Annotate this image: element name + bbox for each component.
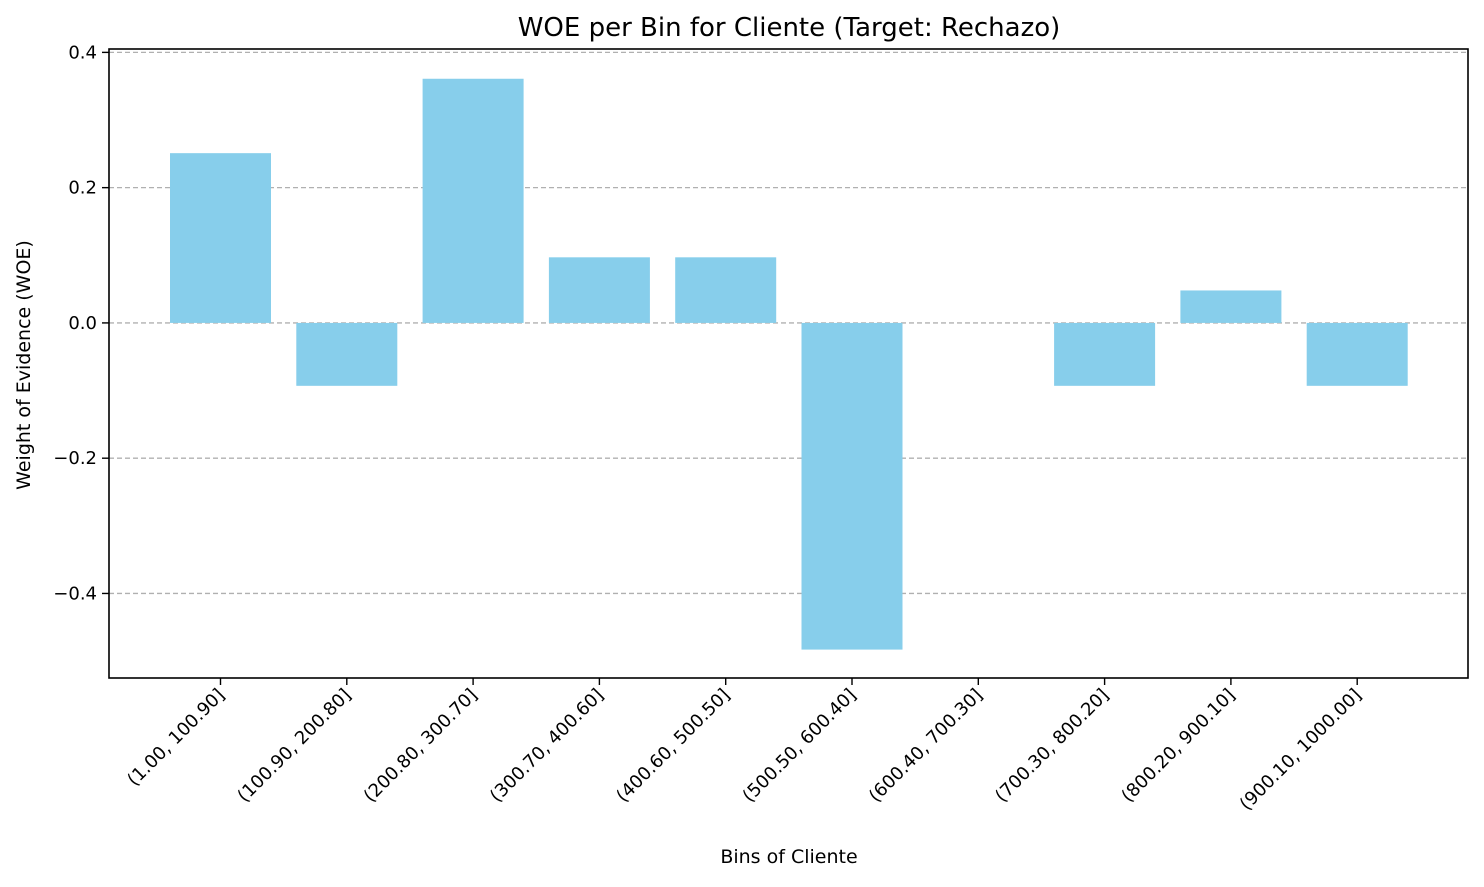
x-tick-label: (600.40, 700.30] <box>865 685 987 807</box>
bar <box>170 153 271 323</box>
bar <box>801 322 903 650</box>
bar <box>1054 322 1156 386</box>
bar <box>296 322 398 386</box>
x-tick-label: (200.80, 300.70] <box>360 685 482 807</box>
x-tick-label: (500.50, 600.40] <box>739 685 861 807</box>
x-tick-label: (900.10, 1000.00] <box>1236 685 1366 815</box>
bar <box>1306 322 1408 386</box>
bar <box>675 257 777 323</box>
bar <box>422 78 524 323</box>
x-tick-label: (100.90, 200.80] <box>233 685 355 807</box>
y-tick-label: 0.2 <box>68 178 97 199</box>
x-tick-label: (700.30, 800.20] <box>991 685 1113 807</box>
y-tick-label: 0.0 <box>68 313 97 334</box>
x-tick-label: (300.70, 400.60] <box>486 685 608 807</box>
x-tick-label: (1.00, 100.90] <box>123 685 229 791</box>
y-tick-label: 0.4 <box>68 42 97 63</box>
bars-layer <box>170 78 1408 650</box>
x-tick-label: (400.60, 500.50] <box>612 685 734 807</box>
y-tick-label: −0.4 <box>53 583 97 604</box>
y-axis-label: Weight of Evidence (WOE) <box>13 240 35 490</box>
x-tick-label: (800.20, 900.10] <box>1117 685 1239 807</box>
chart-title: WOE per Bin for Cliente (Target: Rechazo… <box>518 13 1061 43</box>
plot-frame <box>108 48 1469 679</box>
bar <box>1180 290 1282 323</box>
y-tick-label: −0.2 <box>53 448 97 469</box>
bar <box>548 257 650 323</box>
x-axis-label: Bins of Cliente <box>720 846 857 868</box>
